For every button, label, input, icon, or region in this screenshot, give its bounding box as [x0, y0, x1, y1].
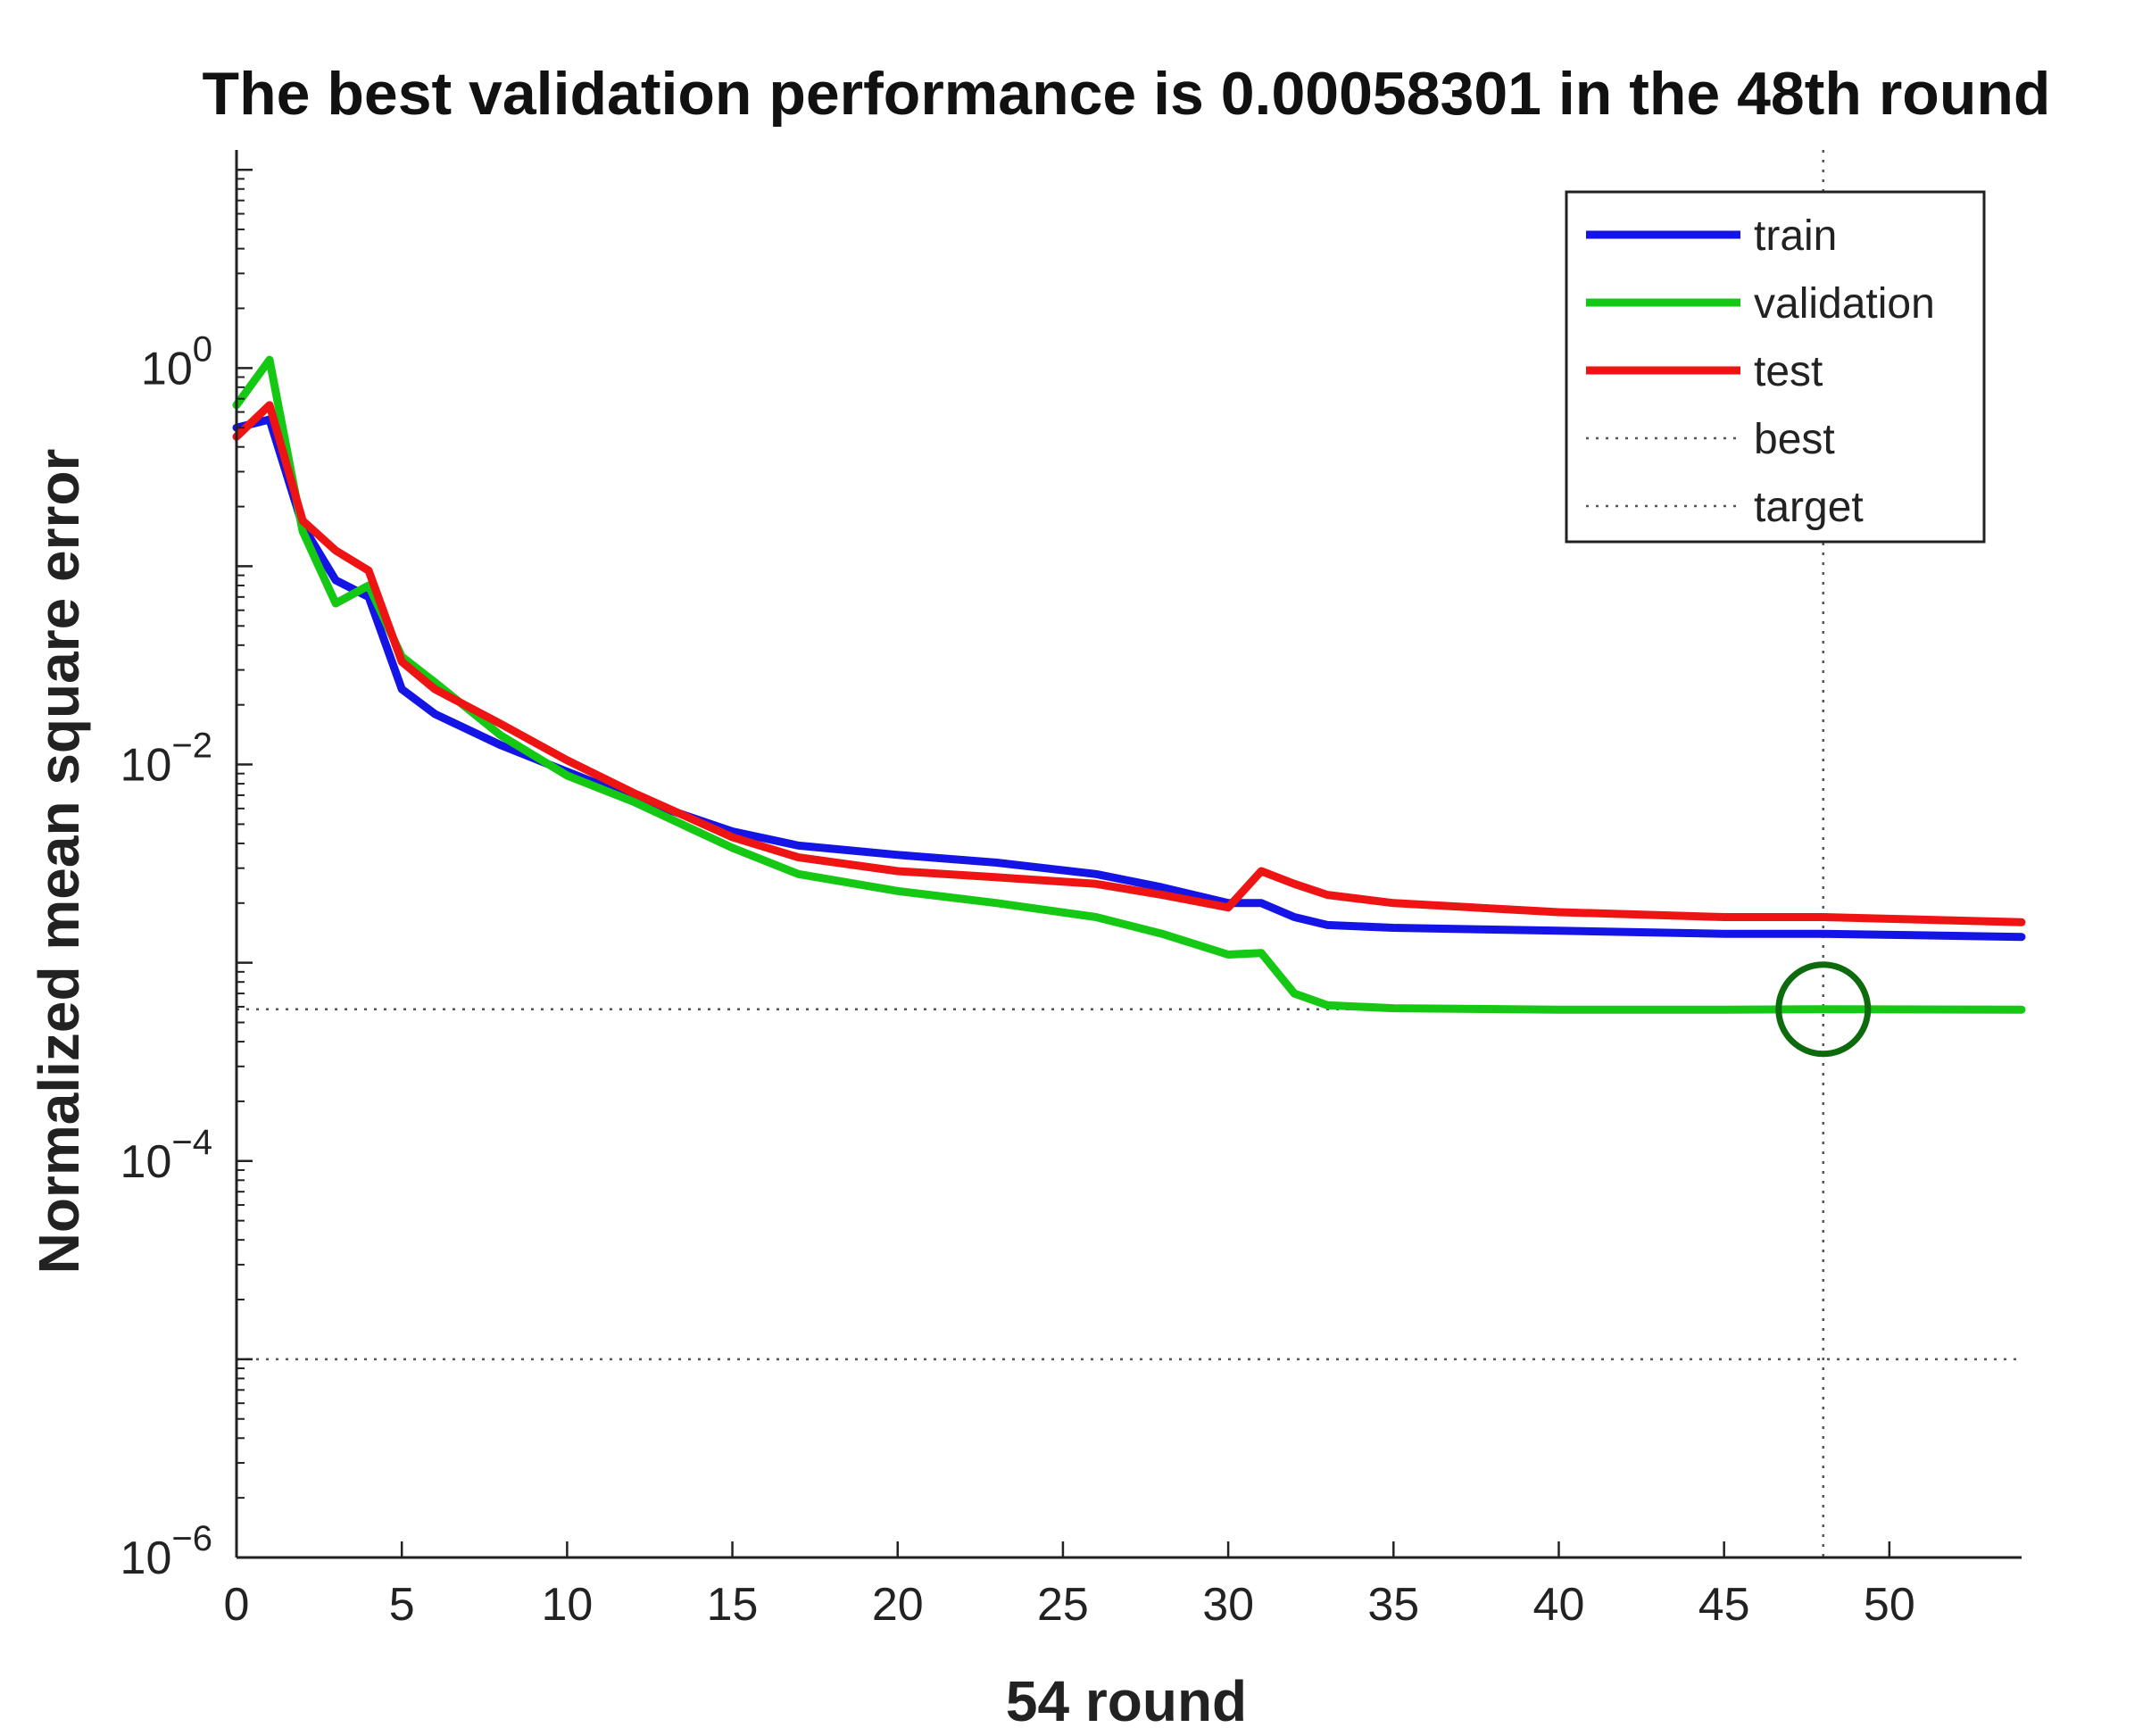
legend-label-train: train [1754, 212, 1837, 260]
legend-label-test: test [1754, 348, 1823, 395]
legend-label-best: best [1754, 416, 1835, 463]
x-axis-label: 54 round [1006, 1669, 1247, 1733]
axes: 0 5 10 15 20 25 30 35 40 45 50 100 10−2 10−4 10−6 [120, 150, 2022, 1631]
x-tick-label: 20 [872, 1579, 924, 1631]
legend-label-target: target [1754, 484, 1864, 531]
series-line-test [232, 401, 2026, 926]
x-tick-label: 10 [541, 1579, 593, 1631]
series-line-train [232, 415, 2026, 942]
x-tick-label: 45 [1698, 1579, 1750, 1631]
x-tick-label: 25 [1037, 1579, 1089, 1631]
series-lines [232, 355, 2026, 1058]
y-tick-label: 100 [141, 329, 212, 395]
legend-label-validation: validation [1754, 280, 1935, 328]
series-line-validation [232, 355, 2026, 1014]
x-tick-label: 15 [707, 1579, 759, 1631]
best-marker [1775, 961, 1872, 1058]
y-tick-label: 10−6 [120, 1519, 212, 1584]
chart-title: The best validation performance is 0.000… [203, 60, 2051, 128]
x-tick-label: 50 [1864, 1579, 1915, 1631]
x-tick-label: 0 [224, 1579, 250, 1631]
y-tick-label: 10−4 [120, 1123, 212, 1188]
y-axis-label: Normalized mean square error [27, 449, 91, 1275]
legend: train validation test best target [1565, 190, 1986, 544]
y-tick-label: 10−2 [120, 727, 212, 792]
x-tick-label: 30 [1202, 1579, 1254, 1631]
x-tick-label: 40 [1533, 1579, 1585, 1631]
x-tick-label: 5 [389, 1579, 415, 1631]
x-tick-label: 35 [1367, 1579, 1419, 1631]
